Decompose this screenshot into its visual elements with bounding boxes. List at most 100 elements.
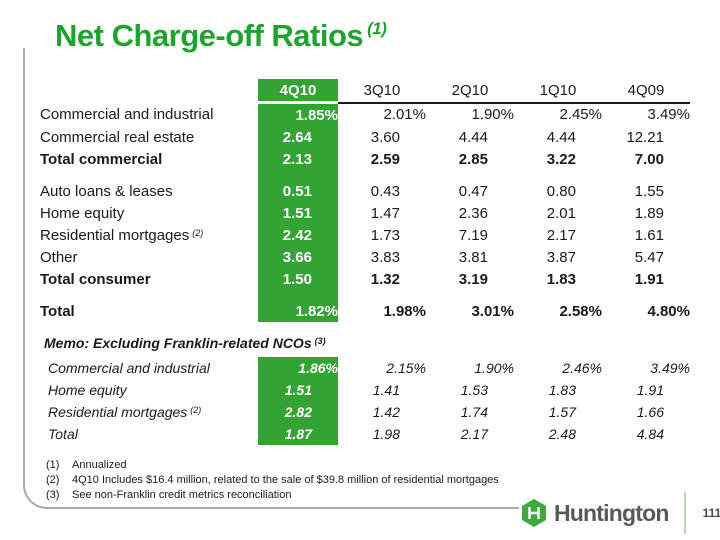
value-cell: 1.87	[258, 423, 338, 445]
value-cell: 3.49%	[650, 360, 690, 376]
value-cell: 2.13	[258, 148, 338, 170]
footnote: (3) See non-Franklin credit metrics recon…	[46, 488, 499, 503]
value-cell: 4.80%	[647, 302, 690, 320]
title-text: Net Charge-off Ratios	[55, 18, 364, 53]
memo-table: Commercial and industrial 1.86% 2.15% 1.…	[40, 357, 690, 445]
table-row: Home equity 1.51 1.47 2.36 2.01 1.89	[40, 202, 690, 224]
footer: Huntington 111	[520, 489, 720, 537]
table-row: Total commercial 2.13 2.59 2.85 3.22 7.0…	[40, 148, 690, 170]
page-number: 111	[702, 506, 720, 520]
value-cell: 2.64	[258, 126, 338, 148]
table-row: Commercial and industrial 1.85% 2.01% 1.…	[40, 102, 690, 126]
footnotes: (1) Annualized (2) 4Q10 Includes $16.4 mil…	[46, 458, 499, 503]
value-cell: 2.59	[370, 150, 400, 168]
value-cell: 2.46%	[562, 360, 602, 376]
value-cell: 1.98%	[383, 302, 426, 320]
value-cell: 1.51	[258, 379, 338, 401]
column-header-3q10: 3Q10	[338, 79, 426, 104]
value-cell: 1.73	[370, 226, 400, 244]
value-cell: 1.61	[634, 226, 664, 244]
row-label: Commercial and industrial	[40, 105, 214, 123]
value-cell: 7.19	[458, 226, 488, 244]
value-cell: 12.21	[626, 128, 664, 146]
row-label: Residential mortgages (2)	[40, 401, 258, 423]
value-cell: 1.32	[370, 270, 400, 288]
memo-row: Home equity 1.51 1.41 1.53 1.83 1.91	[40, 379, 690, 401]
footnote-marker: (3)	[46, 489, 60, 501]
row-label: Total	[40, 302, 75, 320]
value-cell: 2.17	[546, 226, 576, 244]
footnote-text: 4Q10 Includes $16.4 million, related to …	[72, 474, 499, 486]
value-cell: 7.00	[634, 150, 664, 168]
value-cell: 1.82%	[258, 300, 338, 322]
value-cell: 3.81	[458, 248, 488, 266]
value-cell: 1.47	[370, 204, 400, 222]
footnote-text: Annualized	[72, 459, 127, 471]
memo-footnote-ref: (3)	[314, 336, 326, 346]
value-cell: 0.43	[370, 182, 400, 200]
value-cell: 2.36	[458, 204, 488, 222]
value-cell: 4.44	[546, 128, 576, 146]
value-cell: 2.17	[460, 426, 488, 442]
value-cell: 2.82	[258, 401, 338, 423]
table-row: Total consumer 1.50 1.32 3.19 1.83 1.91	[40, 268, 690, 290]
footnote: (2) 4Q10 Includes $16.4 million, related …	[46, 473, 499, 488]
value-cell: 4.84	[636, 426, 664, 442]
row-label: Commercial real estate	[40, 128, 195, 146]
value-cell: 2.01%	[383, 106, 426, 124]
footnote-marker: (2)	[46, 474, 60, 486]
value-cell: 2.85	[458, 150, 488, 168]
footer-divider	[683, 492, 686, 534]
row-label: Commercial and industrial	[48, 360, 210, 376]
value-cell: 1.98	[372, 426, 400, 442]
value-cell: 3.60	[370, 128, 400, 146]
value-cell: 1.57	[548, 404, 576, 420]
column-header-4q09: 4Q09	[602, 79, 690, 104]
value-cell: 1.86%	[258, 357, 338, 379]
table-row: Other 3.66 3.83 3.81 3.87 5.47	[40, 246, 690, 268]
title-footnote-ref: (1)	[367, 19, 387, 38]
value-cell: 3.22	[546, 150, 576, 168]
memo-heading-text: Memo: Excluding Franklin-related NCOs	[44, 335, 312, 351]
value-cell: 1.85%	[258, 102, 338, 126]
value-cell: 1.53	[460, 382, 488, 398]
row-footnote-ref: (2)	[190, 405, 202, 415]
row-label: Other	[40, 248, 78, 266]
slide-border	[23, 48, 519, 509]
column-header-2q10: 2Q10	[426, 79, 514, 104]
value-cell: 2.01	[546, 204, 576, 222]
value-cell: 2.58%	[559, 302, 602, 320]
table-row: Commercial real estate 2.64 3.60 4.44 4.…	[40, 126, 690, 148]
value-cell: 0.80	[546, 182, 576, 200]
spacer-row	[40, 290, 690, 300]
brand-wordmark: Huntington	[554, 499, 669, 526]
memo-row: Residential mortgages (2) 2.82 1.42 1.74 …	[40, 401, 690, 423]
value-cell: 3.83	[370, 248, 400, 266]
table-row-total: Total 1.82% 1.98% 3.01% 2.58% 4.80%	[40, 300, 690, 322]
value-cell: 2.45%	[559, 106, 602, 124]
page-title: Net Charge-off Ratios (1)	[55, 18, 387, 54]
value-cell: 1.83	[546, 270, 576, 288]
value-cell: 3.87	[546, 248, 576, 266]
spacer-row	[40, 170, 690, 180]
memo-row: Commercial and industrial 1.86% 2.15% 1.…	[40, 357, 690, 379]
row-footnote-ref: (2)	[192, 227, 204, 238]
footnote: (1) Annualized	[46, 458, 499, 473]
value-cell: 1.90%	[471, 106, 514, 124]
value-cell: 1.90%	[474, 360, 514, 376]
memo-heading: Memo: Excluding Franklin-related NCOs (3)	[44, 335, 326, 351]
value-cell: 3.66	[258, 246, 338, 268]
value-cell: 1.91	[636, 382, 664, 398]
row-label: Total commercial	[40, 150, 163, 168]
value-cell: 1.50	[258, 268, 338, 290]
memo-row: Total 1.87 1.98 2.17 2.48 4.84	[40, 423, 690, 445]
nco-ratios-table: 4Q10 3Q10 2Q10 1Q10 4Q09 Commercial and …	[40, 79, 690, 322]
value-cell: 3.49%	[647, 106, 690, 124]
value-cell: 2.15%	[386, 360, 426, 376]
column-header-1q10: 1Q10	[514, 79, 602, 104]
value-cell: 5.47	[634, 248, 664, 266]
value-cell: 1.42	[372, 404, 400, 420]
value-cell: 4.44	[458, 128, 488, 146]
value-cell: 1.91	[634, 270, 664, 288]
